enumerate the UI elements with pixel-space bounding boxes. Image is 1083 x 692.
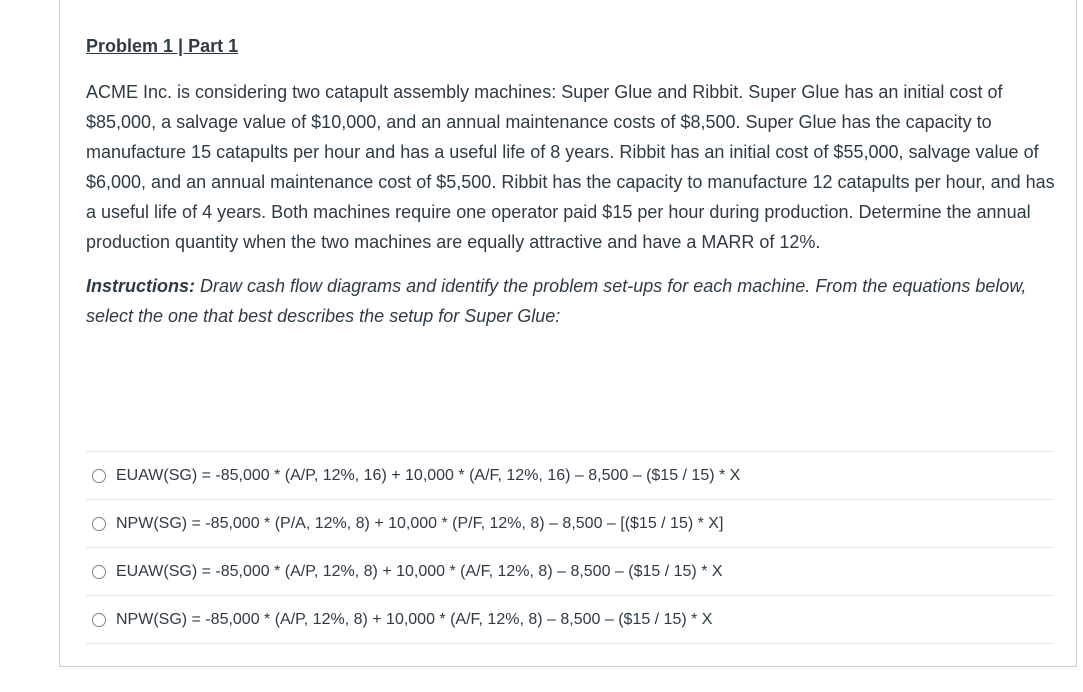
radio-unselected-icon[interactable] [92, 612, 106, 627]
answer-option-2[interactable]: NPW(SG) = -85,000 * (P/A, 12%, 8) + 10,0… [86, 500, 1052, 548]
answer-label: NPW(SG) = -85,000 * (A/P, 12%, 8) + 10,0… [116, 610, 713, 628]
answer-label: EUAW(SG) = -85,000 * (A/P, 12%, 16) + 10… [116, 466, 741, 484]
instructions-text: Draw cash flow diagrams and identify the… [86, 276, 1027, 326]
answer-option-3[interactable]: EUAW(SG) = -85,000 * (A/P, 12%, 8) + 10,… [86, 548, 1052, 596]
radio-unselected-icon[interactable] [92, 516, 106, 531]
question-text: Problem 1 | Part 1 ACME Inc. is consider… [86, 33, 1056, 331]
answer-label: EUAW(SG) = -85,000 * (A/P, 12%, 8) + 10,… [116, 562, 723, 580]
problem-body: ACME Inc. is considering two catapult as… [86, 82, 1055, 252]
answer-option-1[interactable]: EUAW(SG) = -85,000 * (A/P, 12%, 16) + 10… [86, 452, 1052, 500]
instructions: Instructions: Draw cash flow diagrams an… [86, 271, 1056, 331]
question-card: Problem 1 | Part 1 ACME Inc. is consider… [59, 0, 1077, 667]
radio-unselected-icon[interactable] [92, 564, 106, 579]
answer-option-4[interactable]: NPW(SG) = -85,000 * (A/P, 12%, 8) + 10,0… [86, 596, 1052, 644]
problem-title: Problem 1 | Part 1 [86, 36, 239, 56]
answer-label: NPW(SG) = -85,000 * (P/A, 12%, 8) + 10,0… [116, 514, 724, 532]
answer-list: EUAW(SG) = -85,000 * (A/P, 12%, 16) + 10… [86, 451, 1052, 644]
instructions-label: Instructions: [86, 276, 196, 296]
radio-unselected-icon[interactable] [92, 468, 106, 483]
